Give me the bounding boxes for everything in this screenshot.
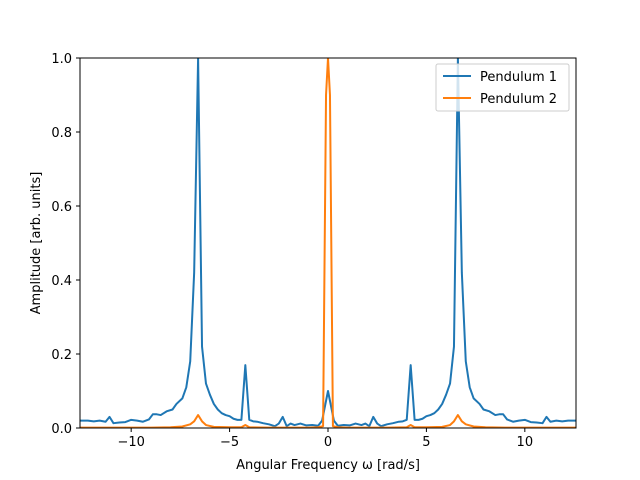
y-tick-label: 0.6 <box>51 200 72 215</box>
x-tick-label: −10 <box>117 435 144 450</box>
legend-label-pendulum-2: Pendulum 2 <box>480 92 557 107</box>
y-tick-label: 0.2 <box>51 348 72 363</box>
y-tick-label: 0.8 <box>51 126 72 141</box>
y-axis-ticks: 0.0 0.2 0.4 0.6 0.8 1.0 <box>51 52 80 437</box>
x-axis-ticks: −10 −5 0 5 10 <box>117 428 533 450</box>
y-tick-label: 0.0 <box>51 422 72 437</box>
x-axis-label: Angular Frequency ω [rad/s] <box>236 458 420 473</box>
series-line-pendulum-1 <box>80 58 576 428</box>
y-tick-label: 1.0 <box>51 52 72 67</box>
legend-label-pendulum-1: Pendulum 1 <box>480 70 557 85</box>
x-tick-label: 5 <box>422 435 430 450</box>
legend: Pendulum 1 Pendulum 2 <box>435 63 570 112</box>
series-line-pendulum-2 <box>80 58 576 428</box>
x-tick-label: 10 <box>517 435 534 450</box>
x-tick-label: −5 <box>220 435 239 450</box>
y-tick-label: 0.4 <box>51 274 72 289</box>
y-axis-label: Amplitude [arb. units] <box>29 172 44 315</box>
series-layer <box>80 58 576 428</box>
x-tick-label: 0 <box>324 435 332 450</box>
